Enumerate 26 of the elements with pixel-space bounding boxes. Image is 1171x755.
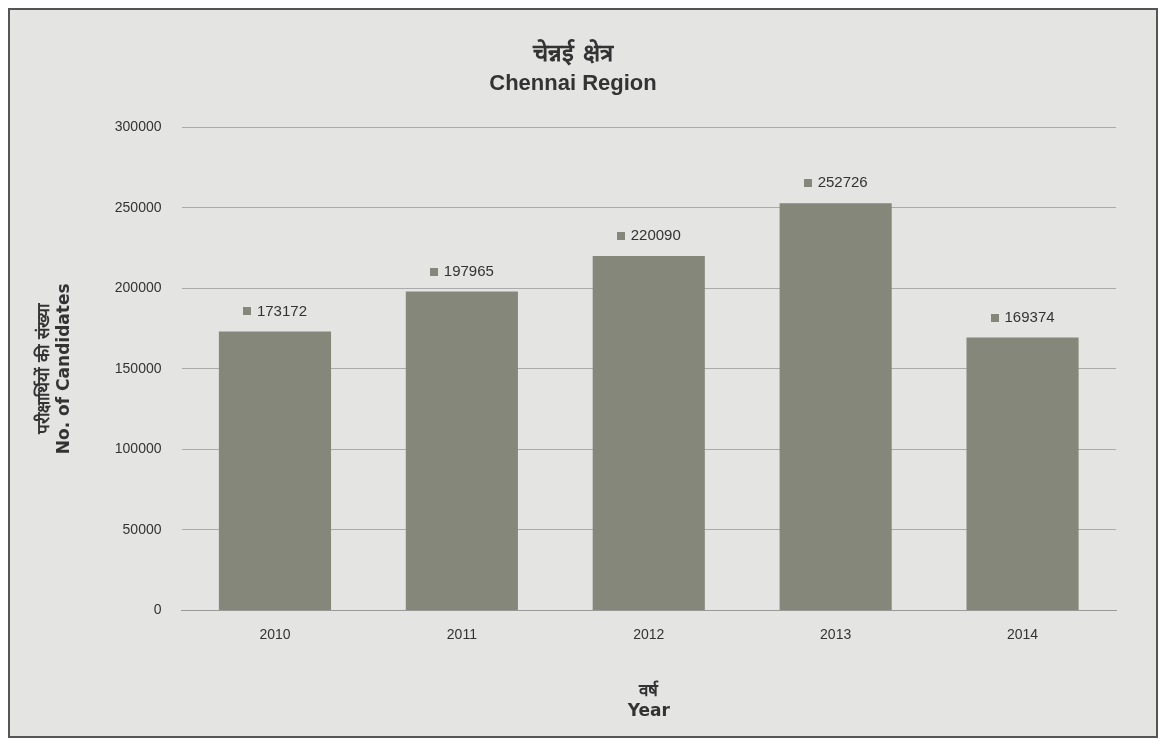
y-tick-label: 150000 <box>114 359 162 376</box>
bar <box>592 255 705 610</box>
x-axis-title: वर्ष Year <box>626 679 671 721</box>
x-tick-label: 2010 <box>259 625 291 642</box>
y-tick-label: 300000 <box>114 118 162 135</box>
y-tick-label: 100000 <box>114 440 162 457</box>
y-axis-title: परीक्षार्थियों की संख्या No. of Candidates <box>32 283 74 455</box>
data-label: 252726 <box>817 173 868 191</box>
x-tick-label: 2012 <box>633 625 665 642</box>
bar <box>966 337 1079 610</box>
bar <box>218 331 332 610</box>
y-tick-label: 250000 <box>114 198 162 215</box>
bar <box>779 203 892 610</box>
y-tick-label: 200000 <box>114 279 162 296</box>
y-tick-label: 0 <box>153 601 162 618</box>
x-tick-label: 2014 <box>1006 625 1039 642</box>
data-label: 169374 <box>1004 307 1055 325</box>
chart-subtitle: Chennai Region <box>489 70 657 96</box>
chart-title: चेन्नई क्षेत्र <box>532 38 615 67</box>
bar <box>405 291 518 610</box>
data-label: 173172 <box>256 301 307 319</box>
data-label: 197965 <box>443 261 494 279</box>
x-tick-label: 2013 <box>820 625 852 642</box>
data-label: 220090 <box>630 226 681 244</box>
y-tick-label: 50000 <box>122 520 162 537</box>
x-tick-label: 2011 <box>446 625 478 642</box>
